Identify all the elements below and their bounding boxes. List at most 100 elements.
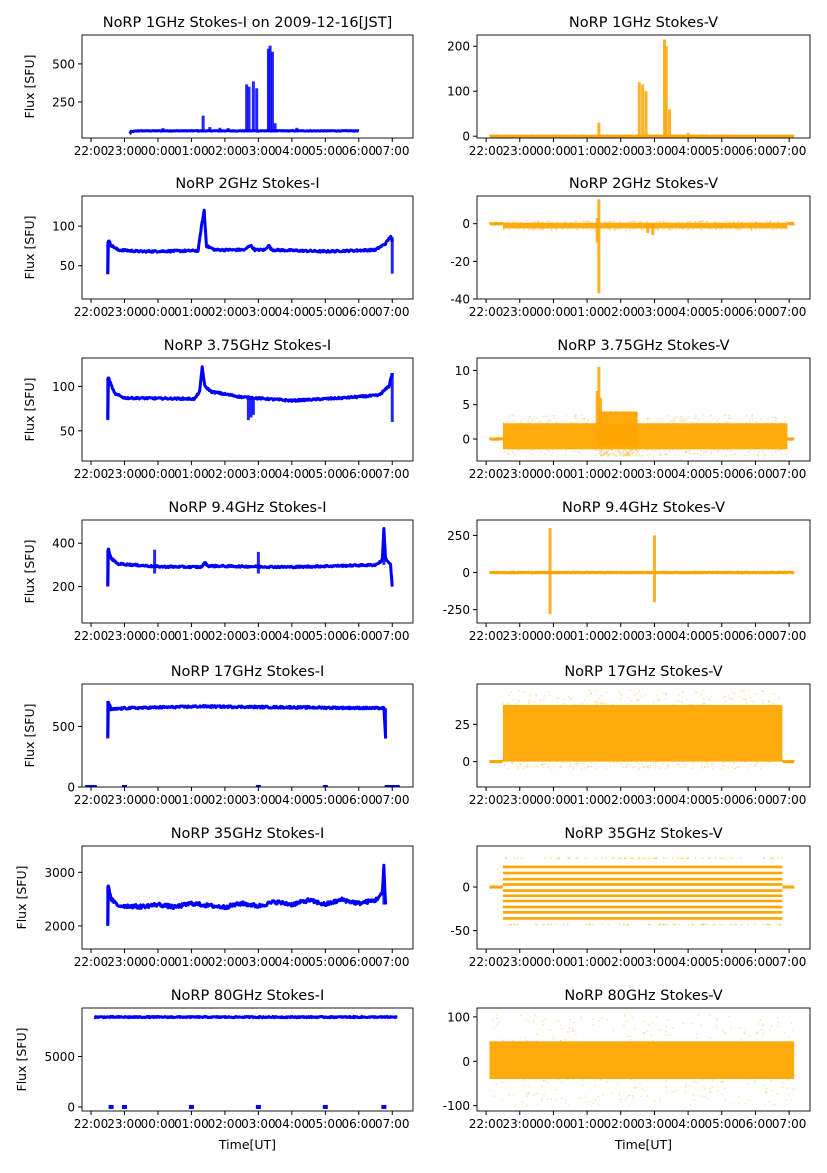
data-point xyxy=(712,768,714,770)
data-point xyxy=(555,228,557,230)
data-point xyxy=(650,765,652,767)
data-point xyxy=(666,222,668,224)
data-point xyxy=(768,700,770,702)
data-point xyxy=(744,761,746,763)
chart-title: NoRP 2GHz Stokes-V xyxy=(569,176,718,192)
data-point xyxy=(614,220,616,222)
data-point xyxy=(551,228,553,230)
data-point xyxy=(514,229,516,231)
x-tick-label: 06:00 xyxy=(738,1117,773,1131)
x-tick-label: 23:00 xyxy=(107,629,142,643)
data-point xyxy=(746,422,748,424)
data-point xyxy=(524,229,526,231)
data-point xyxy=(771,229,773,231)
data-point xyxy=(756,1033,758,1035)
data-point xyxy=(503,422,505,424)
data-point xyxy=(728,1015,730,1017)
data-point xyxy=(702,924,704,926)
data-point xyxy=(695,690,697,692)
data-point xyxy=(607,413,609,415)
x-tick-label: 03:00 xyxy=(241,955,276,969)
data-point xyxy=(514,1104,516,1106)
data-point xyxy=(614,229,616,231)
data-point xyxy=(507,703,509,705)
data-point xyxy=(664,229,666,231)
chart-title: NoRP 3.75GHz Stokes-V xyxy=(557,338,729,354)
y-tick-label: 0 xyxy=(462,217,470,231)
data-point xyxy=(731,698,733,700)
data-point xyxy=(694,452,696,454)
data-point xyxy=(654,1100,656,1102)
data-point xyxy=(750,222,752,224)
data-point xyxy=(719,229,721,231)
data-point xyxy=(791,1098,793,1100)
data-point xyxy=(655,417,657,419)
data-point xyxy=(583,1085,585,1087)
data-point xyxy=(643,450,645,452)
data-point xyxy=(518,699,520,701)
x-tick-label: 06:00 xyxy=(738,144,773,158)
data-point xyxy=(540,421,542,423)
data-point xyxy=(534,766,536,768)
data-point xyxy=(551,768,553,770)
data-point xyxy=(634,446,636,448)
data-point xyxy=(511,762,513,764)
x-tick-label: 23:00 xyxy=(107,955,142,969)
data-point xyxy=(737,222,739,224)
data-point xyxy=(624,1099,626,1101)
data-point xyxy=(696,1037,698,1039)
data-point xyxy=(617,857,619,859)
data-point xyxy=(650,1034,652,1036)
subplot: 22:0023:0000:0001:0002:0003:0004:0005:00… xyxy=(14,826,413,969)
x-tick-label: 04:00 xyxy=(671,955,706,969)
y-tick-label: 5 xyxy=(462,398,470,412)
data-point xyxy=(776,420,778,422)
data-point xyxy=(562,765,564,767)
data-point xyxy=(555,1089,557,1091)
data-point xyxy=(659,767,661,769)
data-point xyxy=(622,455,624,457)
data-point xyxy=(573,768,575,770)
data-point xyxy=(562,762,564,764)
data-point xyxy=(675,924,677,926)
data-point xyxy=(653,857,655,859)
x-tick-label: 03:00 xyxy=(241,467,276,481)
data-point xyxy=(734,693,736,695)
data-point xyxy=(676,1090,678,1092)
plot-area xyxy=(489,1014,795,1106)
data-point xyxy=(528,417,530,419)
data-point xyxy=(679,420,681,422)
data-point xyxy=(665,1030,667,1032)
data-point xyxy=(527,1096,529,1098)
data-point xyxy=(548,691,550,693)
data-point xyxy=(613,454,615,456)
data-point xyxy=(551,415,553,417)
data-point xyxy=(626,764,628,766)
data-point xyxy=(581,1079,583,1081)
data-point xyxy=(652,450,654,452)
data-point xyxy=(496,1024,498,1026)
data-point xyxy=(584,767,586,769)
x-tick-label: 04:00 xyxy=(275,305,310,319)
data-point xyxy=(570,1019,572,1021)
data-point xyxy=(673,924,675,926)
data-point xyxy=(591,692,593,694)
data-point xyxy=(729,221,731,223)
data-point xyxy=(746,415,748,417)
data-point xyxy=(658,221,660,223)
data-point xyxy=(590,229,592,231)
data-point xyxy=(564,698,566,700)
data-point xyxy=(594,229,596,231)
data-point xyxy=(533,229,535,231)
data-point xyxy=(662,857,664,859)
x-tick-label: 22:00 xyxy=(74,955,109,969)
x-tick-label: 05:00 xyxy=(704,629,739,643)
data-point xyxy=(607,450,609,452)
x-tick-label: 23:00 xyxy=(502,144,537,158)
data-point xyxy=(629,857,631,859)
data-point xyxy=(727,220,729,222)
x-tick-label: 07:00 xyxy=(375,467,410,481)
data-point xyxy=(528,703,530,705)
y-axis-label: Flux [SFU] xyxy=(22,55,37,119)
